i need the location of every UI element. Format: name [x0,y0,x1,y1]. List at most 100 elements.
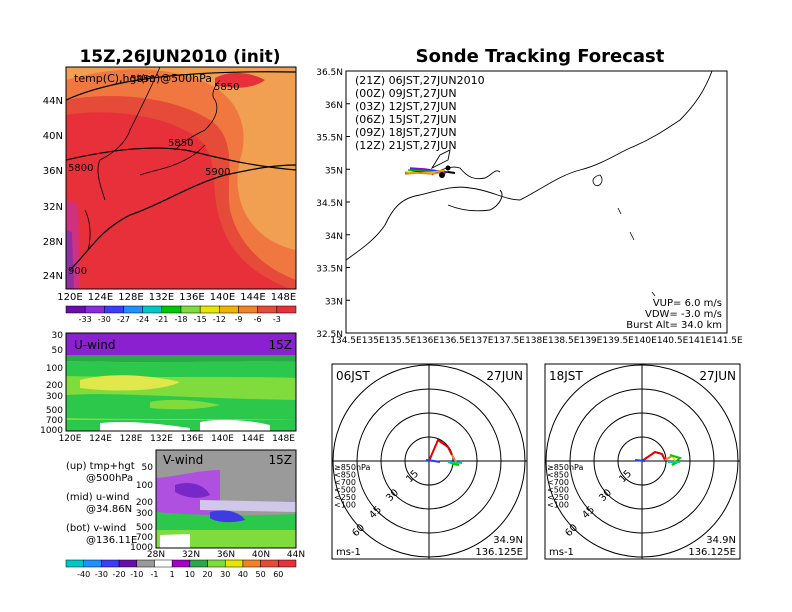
level-tick-label: 100 [136,481,153,491]
panel-notes: (up) tmp+hgt @500hPa (mid) u-wind @34.86… [66,461,137,546]
lat-tick-label: 33N [325,297,343,307]
colorbar-swatch [83,559,102,568]
track-param: Burst Alt= 34.0 km [626,320,722,331]
track-legend-item: (03Z) 12JST,27JUN [355,100,457,113]
level-tick-label: 500 [136,523,153,533]
lon-tick-label: 124E [88,292,113,303]
lon-tick-label: 135E [362,336,385,346]
contour-label: 5800 [68,163,93,174]
colorbar-tick-label: -21 [155,315,168,324]
colorbar-tick-label: -33 [79,315,92,324]
colorbar-tick-label: -30 [95,570,108,579]
lon-tick-label: 136E [416,336,439,346]
colorbar-tick-label: -10 [130,570,143,579]
colorbar-swatch [171,559,191,568]
lon-tick-label: 132E [150,434,173,444]
colorbar-swatch [142,305,163,314]
colorbar-swatch [207,559,226,568]
lon-tick-label: 141.5E [711,336,743,346]
level-tick-label: 700 [46,416,63,426]
lon-tick-label: 120E [57,292,82,303]
contour-label: 5900 [205,167,230,178]
uwind-lon-ticks: 120E 124E 128E 132E 136E 140E 144E 148E [59,434,296,444]
lon-tick-label: 124E [89,434,112,444]
hodo-right-unit: ms-1 [549,547,574,558]
hodo-right-time: 18JST [549,369,583,383]
lat-tick-label: 34.5N [316,199,343,209]
colorbar-swatch [123,305,143,314]
colorbar-tick-label: -27 [117,315,130,324]
lat-tick-label: 40N [43,131,63,142]
lat-tick-label: 28N [147,550,165,560]
track-lon-ticks: 134.5E 135E 135.5E 136E 136.5E 137E 137.5E 138E… [330,336,743,346]
colorbar-swatch [118,559,138,568]
lat-tick-label: 34N [325,232,343,242]
hodo-legend-item: <250 [334,493,356,502]
hodo-legend-item: <500 [547,486,569,495]
track-legend: (21Z) 06JST,27JUN2010 (00Z) 09JST,27JUN … [355,74,485,152]
colorbar-tick-label: -40 [77,570,90,579]
track-param: VUP= 6.0 m/s [653,298,722,309]
hodo-left-lat: 34.9N [493,535,523,546]
map-lat-ticks: 44N 40N 36N 32N 28N 24N [43,96,63,282]
colorbar-swatch [84,305,105,314]
track-legend-item: (12Z) 21JST,27JUN [355,139,457,152]
note-mid-sub: @34.86N [86,504,132,515]
track-params: VUP= 6.0 m/s VDW= -3.0 m/s Burst Alt= 34… [626,298,722,331]
level-tick-label: 200 [136,498,153,508]
hodo-trace [634,450,683,466]
hodo-right-date: 27JUN [699,369,736,383]
hodo-right-lat: 34.9N [706,535,736,546]
colorbar-swatch [154,559,173,568]
lon-tick-label: 144E [242,434,265,444]
level-tick-label: 1000 [40,426,63,436]
level-tick-label: 50 [52,346,64,356]
lat-tick-label: 44N [43,96,63,107]
colorbar-tick-label: -24 [136,315,149,324]
lon-tick-label: 139E [579,336,602,346]
colorbar-tick-label: 1 [170,570,175,579]
hodo-left-lon: 136.125E [475,547,523,558]
colorbar-tick-label: -15 [194,315,207,324]
colorbar-tick-label: -30 [98,315,111,324]
lon-tick-label: 138.5E [548,336,580,346]
hodo-left-legend: ≥850hPa<850<700<500<250<100 [334,463,371,510]
hodo-legend-item: <500 [334,486,356,495]
colorbar-tick-label: 60 [273,570,283,579]
lat-tick-label: 32.5N [316,330,343,340]
lat-tick-label: 36N [217,550,235,560]
lat-tick-label: 32N [43,202,63,213]
hodo-legend-item: <100 [334,501,356,510]
track-lat-ticks: 36.5N 36N 35.5N 35N 34.5N 34N 33.5N 33N 32.5N [316,68,350,340]
colorbar-tick-label: 20 [202,570,212,579]
lon-tick-label: 138E [525,336,548,346]
level-tick-label: 300 [46,392,63,402]
colorbar-tick-label: -12 [213,315,226,324]
colorbar-tick-label: -6 [254,315,262,324]
lon-tick-label: 132E [149,292,174,303]
lon-tick-label: 120E [59,434,82,444]
level-tick-label: 700 [136,533,153,543]
lon-tick-label: 148E [272,434,295,444]
lon-tick-label: 137.5E [494,336,526,346]
colorbar-tick-label: -1 [150,570,158,579]
lat-tick-label: 36.5N [316,68,343,78]
colorbar-swatch [257,305,278,314]
colorbar-tick-label: -3 [273,315,281,324]
hodo-legend-item: <700 [547,478,569,487]
vwind-time: 15Z [269,453,293,467]
lon-tick-label: 128E [118,292,143,303]
colorbar-swatch [189,559,208,568]
lat-tick-label: 36N [43,166,63,177]
left-title: 15Z,26JUN2010 (init) [79,47,280,67]
colorbar-tick-label: 40 [238,570,248,579]
colorbar-swatch [278,559,297,568]
lon-tick-label: 136E [179,292,204,303]
level-tick-label: 200 [46,381,63,391]
lon-tick-label: 136E [181,434,204,444]
temp-map: temp(C),hgt(m)@500hPa 5850 5850 5850 580… [43,66,297,303]
colorbar-tick-label: 50 [256,570,266,579]
map-lon-ticks: 120E 124E 128E 132E 136E 140E 144E 148E [57,292,296,303]
colorbar-tick-label: 30 [220,570,230,579]
